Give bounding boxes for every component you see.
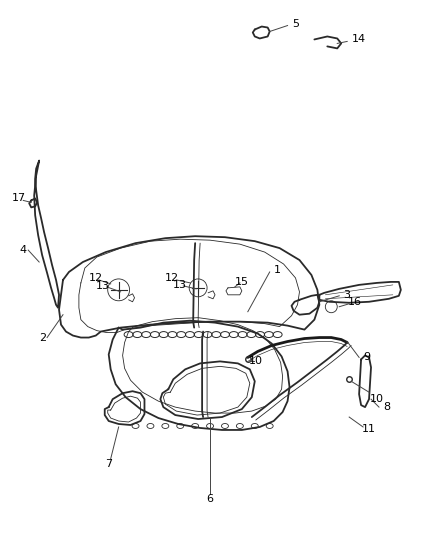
Text: 1: 1 [274,265,281,275]
Text: 16: 16 [348,297,362,307]
Text: 10: 10 [370,394,384,404]
Text: 11: 11 [362,424,376,434]
Text: 8: 8 [383,402,391,412]
Text: 10: 10 [249,357,263,366]
Text: 6: 6 [207,494,214,504]
Text: 13: 13 [173,280,187,290]
Text: 14: 14 [352,35,366,44]
Text: 5: 5 [292,19,299,29]
Text: 3: 3 [344,290,351,300]
Text: 2: 2 [39,333,47,343]
Text: 12: 12 [89,273,103,283]
Text: 4: 4 [20,245,27,255]
Text: 7: 7 [105,459,112,469]
Text: 17: 17 [12,193,26,204]
Text: 9: 9 [364,352,371,362]
Text: 12: 12 [165,273,179,283]
Text: 15: 15 [235,277,249,287]
Text: 13: 13 [96,281,110,291]
